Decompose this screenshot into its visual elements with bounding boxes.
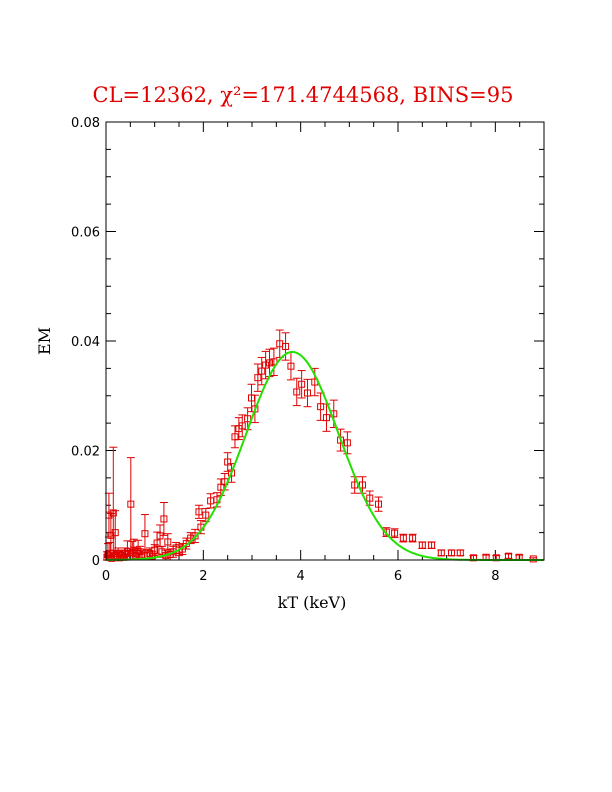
data-marker: [437, 549, 445, 557]
data-point: [286, 351, 295, 381]
data-marker: [448, 549, 456, 557]
data-point: [447, 549, 456, 557]
data-marker: [156, 532, 164, 540]
data-marker: [343, 439, 351, 447]
data-marker: [258, 367, 266, 375]
y-tick-label: 0.08: [71, 116, 100, 131]
data-point: [408, 533, 417, 543]
data-point: [163, 533, 172, 551]
data-marker: [409, 534, 417, 542]
data-point: [390, 528, 399, 539]
data-marker: [293, 388, 301, 396]
data-point: [159, 502, 168, 536]
data-marker: [262, 361, 270, 369]
x-axis-label: kT (keV): [278, 593, 347, 612]
data-point: [126, 457, 135, 552]
data-point: [303, 378, 312, 408]
data-point: [418, 541, 427, 550]
data-marker: [317, 403, 325, 411]
data-marker: [298, 380, 306, 388]
chart-title: CL=12362, χ²=171.4744568, BINS=95: [93, 83, 514, 107]
data-marker: [238, 422, 246, 430]
data-marker: [195, 508, 203, 516]
data-marker: [136, 548, 144, 556]
data-point: [399, 533, 408, 543]
data-marker: [111, 529, 119, 537]
y-tick-label: 0: [92, 554, 100, 569]
data-marker: [303, 389, 311, 397]
data-marker: [160, 515, 168, 523]
data-point: [281, 332, 290, 361]
data-marker: [266, 359, 274, 367]
data-marker: [366, 494, 374, 502]
plot-frame: [105, 121, 545, 561]
data-point: [437, 549, 446, 557]
data-marker: [158, 548, 166, 556]
data-point: [230, 425, 239, 449]
data-point: [261, 350, 270, 380]
data-marker: [141, 530, 149, 538]
x-tick-label: 8: [491, 569, 499, 584]
data-marker: [418, 541, 426, 549]
data-point: [529, 555, 538, 563]
data-point: [194, 504, 203, 519]
x-tick-label: 2: [199, 569, 207, 584]
data-marker: [191, 532, 199, 540]
data-marker: [529, 555, 537, 563]
data-point: [201, 508, 210, 523]
data-marker: [202, 511, 210, 519]
data-point: [156, 524, 165, 548]
y-axis-label: EM: [35, 327, 54, 355]
y-tick-label: 0.06: [71, 226, 100, 241]
y-tick-label: 0.02: [71, 445, 100, 460]
data-marker: [456, 549, 464, 557]
data-point: [257, 356, 266, 386]
data-marker: [127, 500, 135, 508]
data-marker: [322, 414, 330, 422]
data-point: [206, 493, 215, 509]
data-point: [456, 549, 465, 557]
data-point: [358, 476, 367, 494]
data-marker: [287, 362, 295, 370]
data-marker: [399, 534, 407, 542]
data-point: [140, 514, 149, 554]
data-point: [343, 431, 352, 455]
data-point: [269, 347, 278, 376]
data-marker: [391, 529, 399, 537]
x-tick-label: 0: [102, 569, 110, 584]
data-point: [250, 394, 259, 424]
fit-curve: [106, 351, 544, 561]
y-tick-label: 0.04: [71, 335, 100, 350]
data-point: [223, 452, 232, 472]
data-point: [504, 552, 513, 560]
data-marker: [116, 554, 124, 562]
data-point: [292, 377, 301, 407]
data-marker: [254, 374, 262, 382]
data-marker: [109, 509, 117, 517]
data-point: [374, 496, 383, 512]
data-marker: [282, 342, 290, 350]
x-tick-label: 4: [297, 569, 305, 584]
data-marker: [151, 546, 159, 554]
data-point: [253, 363, 262, 392]
data-marker: [224, 458, 232, 466]
data-marker: [134, 547, 142, 555]
data-point: [427, 541, 436, 550]
data-point: [316, 392, 325, 421]
data-point: [297, 370, 306, 399]
data-marker: [164, 538, 172, 546]
x-tick-label: 6: [394, 569, 402, 584]
data-marker: [428, 541, 436, 549]
data-marker: [375, 500, 383, 508]
data-point: [136, 545, 145, 558]
